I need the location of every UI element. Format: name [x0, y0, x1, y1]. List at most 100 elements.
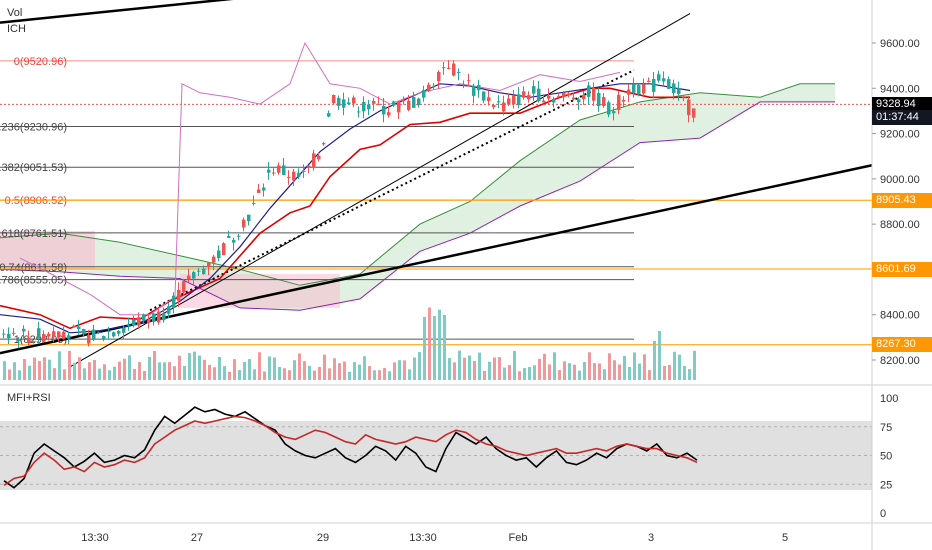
candle-up — [667, 79, 671, 89]
candle-down — [642, 84, 646, 94]
candle-down — [242, 219, 246, 228]
volume-bar — [358, 364, 361, 380]
volume-bar — [183, 366, 186, 380]
volume-bar — [613, 360, 616, 380]
volume-bar — [423, 316, 426, 380]
time-tick-label: 3 — [648, 532, 654, 544]
candle-up — [347, 102, 351, 105]
volume-bar — [378, 370, 381, 380]
candle-down — [682, 96, 686, 98]
candle-up — [117, 330, 121, 334]
candle-down — [222, 243, 226, 256]
volume-bar — [188, 353, 191, 380]
candle-down — [307, 165, 311, 168]
price-tick-label: 8400.00 — [880, 310, 920, 322]
candle-up — [92, 329, 96, 340]
countdown-timer-tag: 01:37:44 — [872, 110, 932, 126]
candle-up — [417, 98, 421, 106]
volume-bar — [493, 357, 496, 380]
candle-up — [247, 214, 251, 222]
price-level-tag: 8905.43 — [872, 192, 932, 208]
volume-bar — [558, 370, 561, 380]
candle-up — [192, 272, 196, 279]
volume-bar — [33, 357, 36, 380]
candle-down — [512, 95, 516, 105]
volume-bar — [353, 362, 356, 380]
candle-down — [622, 99, 626, 102]
volume-bar — [268, 356, 271, 380]
channel-resistance-line — [0, 0, 234, 24]
volume-bar — [333, 358, 336, 380]
candle-up — [67, 335, 71, 339]
candle-down — [62, 331, 66, 339]
candle-up — [152, 313, 156, 322]
ichimoku-indicator-label[interactable]: ICH — [7, 23, 26, 35]
candle-down — [572, 97, 576, 100]
ichimoku-cloud-bearish — [0, 230, 95, 270]
candle-down — [52, 331, 56, 337]
candle-down — [187, 275, 191, 280]
candle-up — [537, 88, 541, 102]
volume-bar — [138, 362, 141, 380]
candle-down — [602, 97, 606, 107]
volume-bar — [338, 363, 341, 380]
candle-up — [167, 306, 171, 314]
volume-bar — [178, 355, 181, 380]
candle-up — [282, 165, 286, 176]
volume-bar — [173, 366, 176, 380]
candle-down — [447, 67, 451, 69]
candle-up — [112, 332, 116, 337]
price-tick-label: 8800.00 — [880, 219, 920, 231]
candle-down — [87, 334, 91, 344]
candle-down — [562, 92, 566, 98]
candle-up — [107, 331, 111, 333]
candle-down — [377, 104, 381, 106]
volume-bar — [463, 357, 466, 380]
volume-bar — [543, 353, 546, 380]
candle-down — [567, 93, 571, 96]
fib-level-label: 0.618(8761.51) — [0, 228, 67, 240]
oscillator-indicator-label[interactable]: MFI+RSI — [7, 392, 51, 404]
volume-bar — [103, 364, 106, 380]
volume-bar — [313, 370, 316, 380]
candle-up — [172, 295, 176, 308]
volume-bar — [508, 365, 511, 380]
volume-bar — [608, 353, 611, 380]
volume-bar — [198, 355, 201, 380]
candle-down — [437, 71, 441, 82]
volume-bar — [123, 358, 126, 380]
volume-bar — [328, 368, 331, 380]
candle-up — [392, 101, 396, 106]
volume-bar — [303, 361, 306, 380]
volume-bar — [53, 368, 56, 380]
volume-bar — [148, 357, 151, 380]
volume-bar — [218, 356, 221, 380]
candle-down — [322, 143, 326, 145]
volume-bar — [348, 371, 351, 380]
volume-bar — [633, 352, 636, 380]
candle-down — [592, 88, 596, 101]
candle-up — [342, 99, 346, 108]
volume-bar — [158, 362, 161, 380]
candle-up — [262, 187, 266, 191]
volume-bar — [668, 364, 671, 380]
volume-bar — [473, 360, 476, 380]
candle-up — [422, 90, 426, 98]
volume-indicator-label[interactable]: Vol — [7, 7, 23, 19]
fib-level-label: 0.5(8906.52) — [5, 195, 67, 207]
volume-bar — [648, 370, 651, 380]
volume-bar — [663, 365, 666, 380]
price-tick-label: 8200.00 — [880, 355, 920, 367]
candle-down — [42, 334, 46, 342]
volume-bar — [373, 370, 376, 380]
candle-up — [632, 84, 636, 93]
volume-bar — [488, 361, 491, 380]
volume-bar — [438, 309, 441, 380]
candle-down — [687, 99, 691, 115]
rsi-line — [3, 415, 698, 487]
oscillator-band — [0, 421, 872, 490]
volume-bar — [593, 363, 596, 380]
volume-bar — [163, 362, 166, 380]
oscillator-tick-label: 0 — [880, 508, 886, 520]
